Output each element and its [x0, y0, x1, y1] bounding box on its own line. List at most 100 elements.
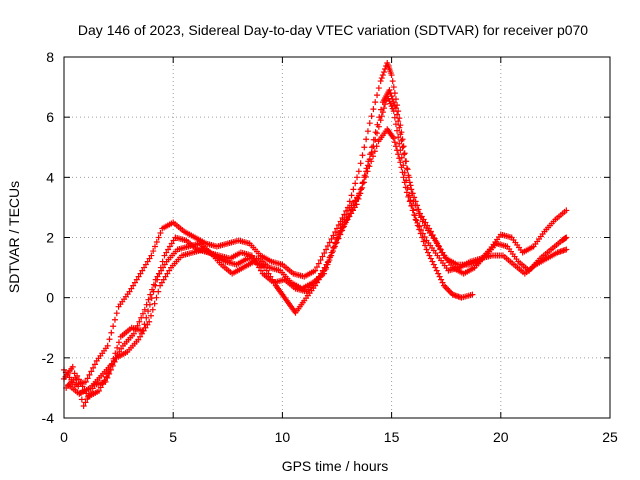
- data-point: [331, 243, 338, 250]
- data-point: [328, 236, 335, 243]
- data-point: [390, 84, 397, 91]
- data-point: [412, 216, 419, 223]
- data-point: [366, 120, 373, 127]
- data-point: [328, 252, 335, 259]
- data-point: [126, 288, 133, 295]
- data-point: [111, 316, 118, 323]
- data-point: [145, 296, 152, 303]
- data-point: [332, 240, 339, 247]
- data-point: [86, 392, 93, 399]
- data-point: [146, 318, 153, 325]
- y-tick-label: -2: [42, 350, 55, 366]
- data-point: [157, 264, 164, 271]
- data-point: [91, 361, 98, 368]
- data-point: [364, 168, 371, 175]
- data-point: [402, 158, 409, 165]
- y-tick-label: 6: [46, 109, 54, 125]
- data-point: [422, 242, 429, 249]
- data-point: [151, 300, 158, 307]
- data-point: [359, 152, 366, 159]
- data-point: [368, 144, 375, 151]
- data-point: [376, 114, 383, 121]
- data-point: [420, 238, 427, 245]
- data-point: [350, 186, 357, 193]
- data-point: [424, 222, 431, 229]
- data-point: [414, 202, 421, 209]
- data-point: [335, 221, 342, 228]
- data-point: [104, 374, 111, 381]
- data-point: [409, 190, 416, 197]
- data-point: [368, 158, 375, 165]
- data-point: [400, 151, 407, 158]
- data-point: [142, 261, 149, 268]
- data-point: [149, 306, 156, 313]
- data-point: [82, 378, 89, 385]
- data-point: [322, 266, 329, 273]
- data-point: [406, 198, 413, 205]
- data-point: [429, 258, 436, 265]
- data-point: [387, 90, 394, 97]
- data-point: [409, 207, 416, 214]
- data-point: [418, 213, 425, 220]
- data-point: [350, 207, 357, 214]
- data-point: [75, 383, 82, 390]
- data-point: [320, 270, 327, 277]
- data-point: [147, 312, 154, 319]
- data-point: [430, 261, 437, 268]
- x-axis-label: GPS time / hours: [282, 458, 389, 474]
- data-point: [426, 252, 433, 259]
- data-point: [110, 355, 117, 362]
- data-point: [390, 135, 397, 142]
- data-point: [436, 273, 443, 280]
- data-point: [104, 342, 111, 349]
- data-point: [138, 314, 145, 321]
- data-point: [146, 255, 153, 262]
- data-point: [333, 239, 340, 246]
- data-point: [256, 264, 263, 271]
- data-point: [438, 276, 445, 283]
- x-tick-label: 15: [384, 429, 400, 445]
- data-point: [402, 184, 409, 191]
- data-point: [159, 258, 166, 265]
- data-point: [89, 385, 96, 392]
- data-point: [90, 364, 97, 371]
- data-point: [317, 257, 324, 264]
- data-point: [326, 239, 333, 246]
- data-point: [150, 248, 157, 255]
- data-point: [324, 261, 331, 268]
- data-point: [137, 333, 144, 340]
- data-point: [69, 363, 76, 370]
- data-point: [257, 267, 264, 274]
- data-point: [138, 330, 145, 337]
- data-point: [82, 399, 89, 406]
- data-point: [80, 402, 87, 409]
- data-point: [432, 264, 439, 271]
- data-point: [106, 336, 113, 343]
- data-point: [154, 276, 161, 283]
- data-point: [354, 174, 361, 181]
- data-point: [107, 366, 114, 373]
- data-point: [355, 168, 362, 175]
- data-point: [86, 371, 93, 378]
- data-point: [157, 229, 164, 236]
- data-point: [439, 279, 446, 286]
- data-point: [391, 114, 398, 121]
- data-point: [389, 96, 396, 103]
- data-point: [113, 310, 120, 317]
- data-point: [469, 291, 476, 298]
- y-tick-label: 4: [46, 169, 54, 185]
- data-point: [419, 230, 426, 237]
- data-point: [357, 190, 364, 197]
- data-point: [423, 246, 430, 253]
- plot-frame: [63, 56, 611, 419]
- data-point: [170, 237, 177, 244]
- data-points: [61, 60, 570, 409]
- data-point: [411, 211, 418, 218]
- data-point: [141, 306, 148, 313]
- data-point: [312, 267, 319, 274]
- data-point: [403, 189, 410, 196]
- data-point: [88, 368, 95, 375]
- data-point: [348, 192, 355, 199]
- series-track-1: [61, 60, 570, 388]
